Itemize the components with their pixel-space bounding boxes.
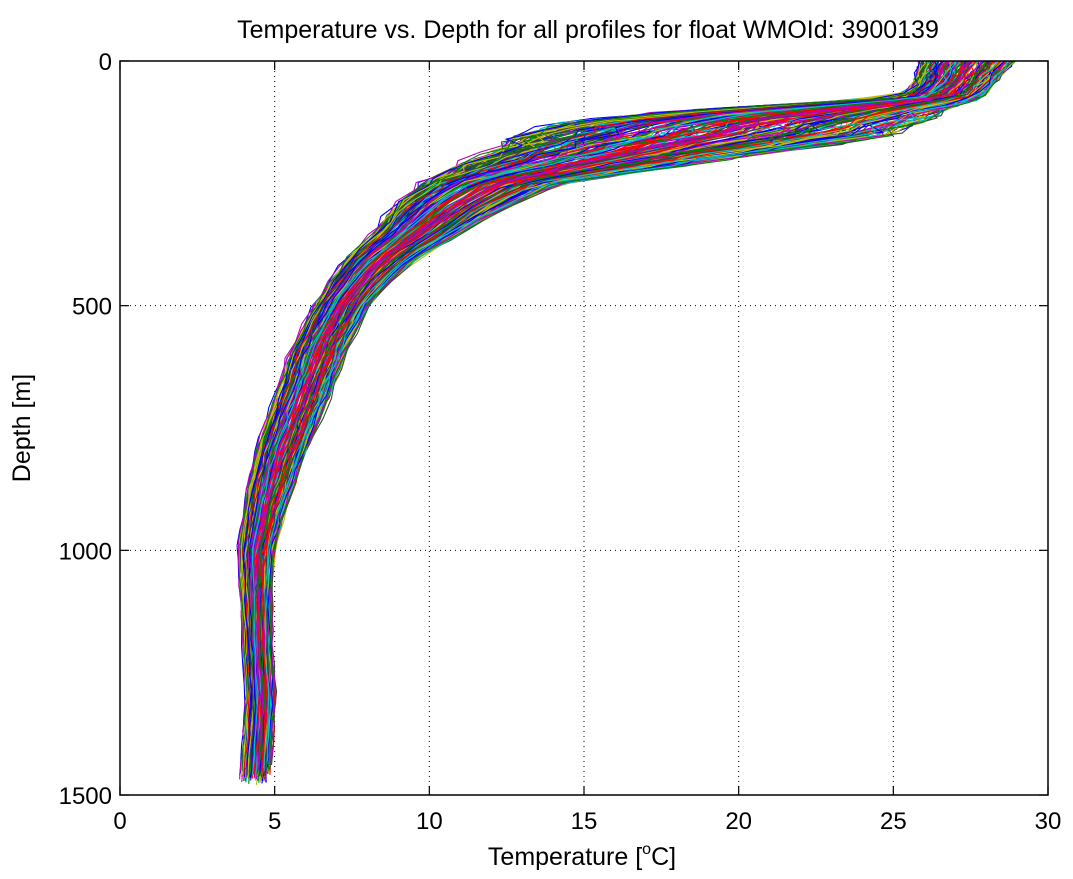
y-tick-label: 1000	[59, 538, 112, 565]
y-axis-label: Depth [m]	[8, 374, 36, 482]
x-axis-label: Temperature [oC]	[488, 841, 676, 871]
x-tick-label: 10	[416, 808, 443, 835]
y-tick-label: 0	[99, 49, 112, 76]
profile-line	[260, 60, 977, 777]
profile-line	[266, 60, 1006, 767]
profile-line	[256, 60, 987, 774]
y-tick-label: 1500	[59, 783, 112, 810]
axis-ticks: 0 5 10 15 20 25 30 0 500 1000 1500	[59, 49, 1062, 835]
chart-title: Temperature vs. Depth for all profiles f…	[237, 16, 939, 44]
x-tick-label: 20	[725, 808, 752, 835]
profile-line	[256, 60, 963, 771]
x-tick-label: 30	[1035, 808, 1062, 835]
profile-line	[246, 60, 934, 773]
profile-line	[239, 60, 928, 772]
profile-line	[251, 60, 970, 771]
profile-line	[263, 60, 1008, 771]
profile-line	[269, 60, 1011, 765]
x-tick-label: 0	[113, 808, 126, 835]
profile-lines	[236, 60, 1017, 786]
profile-line	[256, 60, 972, 772]
y-tick-label: 500	[72, 294, 112, 321]
x-tick-label: 15	[571, 808, 598, 835]
x-tick-label: 25	[880, 808, 907, 835]
x-axis-label-prefix: Temperature [	[488, 843, 642, 871]
profile-line	[263, 60, 988, 780]
x-axis-label-superscript: o	[642, 841, 651, 858]
x-axis-label-suffix: C]	[651, 843, 676, 871]
profile-line	[251, 60, 957, 775]
profile-line	[257, 60, 971, 773]
profile-line	[268, 60, 1015, 769]
x-tick-label: 5	[268, 808, 281, 835]
